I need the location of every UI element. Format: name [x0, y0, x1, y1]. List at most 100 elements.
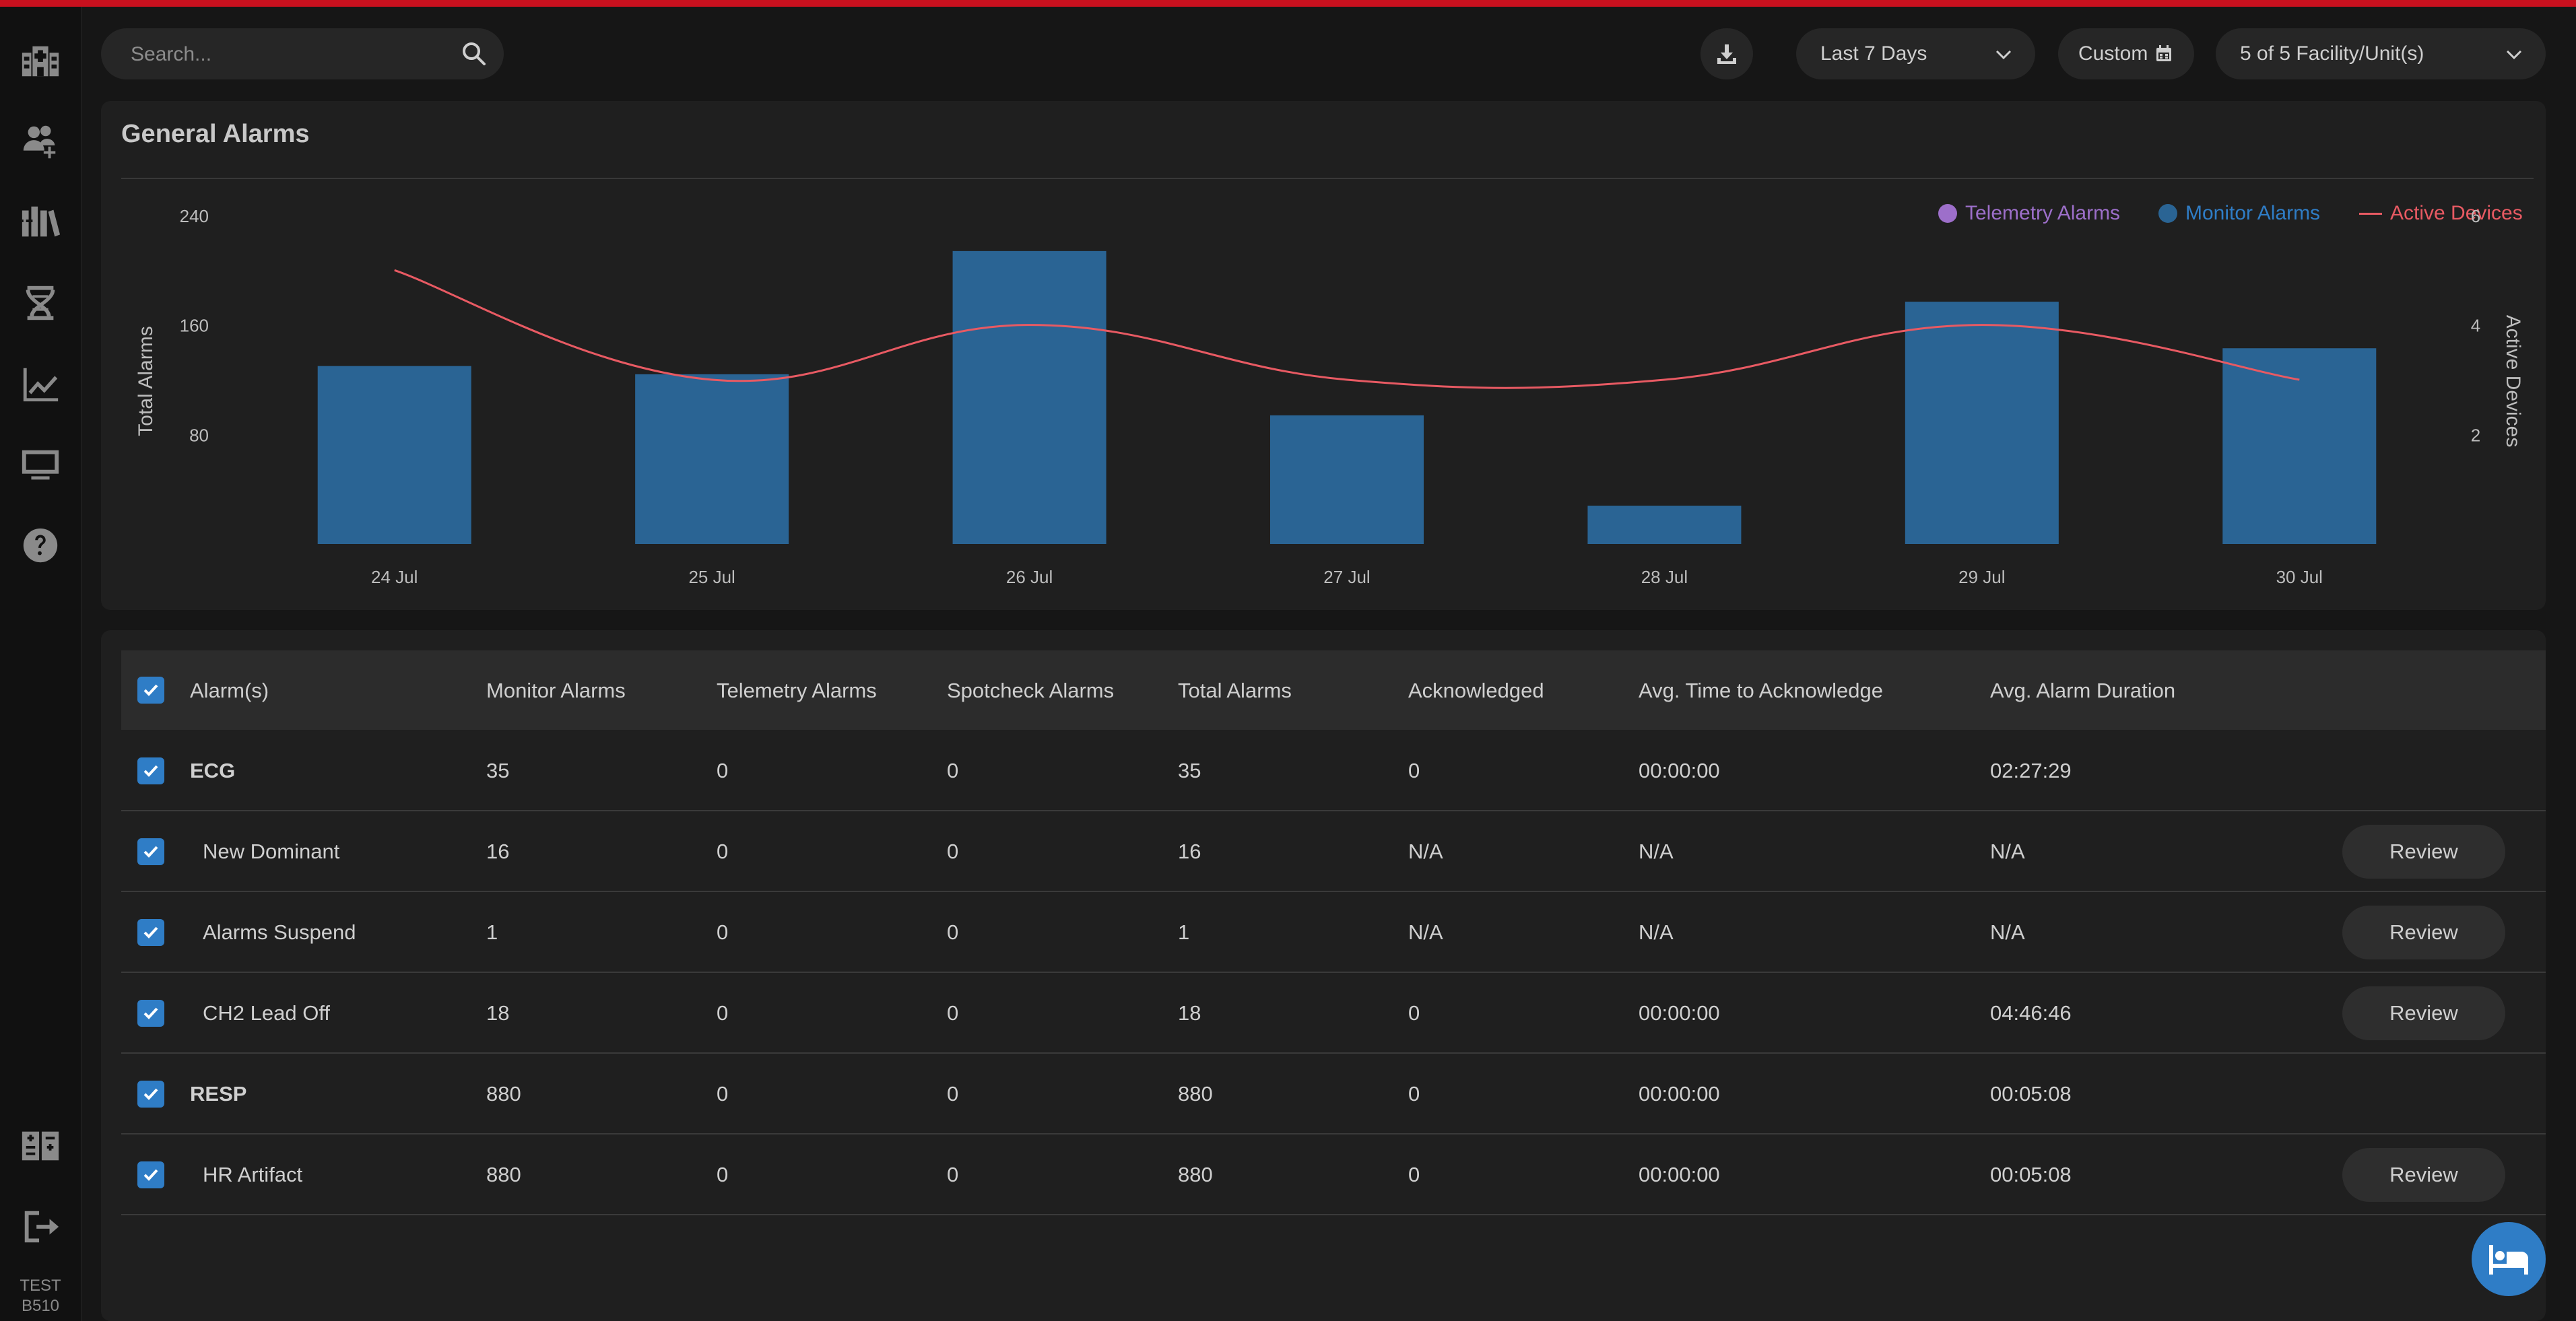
panel-title: General Alarms	[121, 120, 310, 148]
table-cell: 02:27:29	[1990, 759, 2072, 782]
logout-icon[interactable]	[18, 1205, 63, 1249]
table-cell: 0	[1408, 1163, 1420, 1186]
table-cell: 0	[717, 1082, 729, 1106]
books-icon[interactable]	[18, 200, 63, 244]
facility-dropdown[interactable]: 5 of 5 Facility/Unit(s)	[2216, 28, 2546, 79]
table-cell: 880	[486, 1082, 521, 1106]
alarm-name: RESP	[190, 1082, 247, 1106]
search-input[interactable]	[129, 38, 449, 71]
column-header[interactable]: Acknowledged	[1408, 679, 1544, 702]
review-button[interactable]: Review	[2342, 906, 2505, 959]
row-divider	[121, 810, 2546, 811]
tenant-label-line2: B510	[21, 1297, 60, 1315]
table-cell: 00:00:00	[1639, 1082, 1720, 1106]
add-user-icon[interactable]	[18, 119, 63, 164]
row-checkbox[interactable]	[137, 1000, 164, 1027]
table-cell: 0	[947, 840, 959, 863]
table-cell: 04:46:46	[1990, 1001, 2072, 1025]
alarm-name: HR Artifact	[203, 1163, 303, 1186]
table-cell: 0	[947, 1082, 959, 1106]
row-divider	[121, 1214, 2546, 1215]
dna-icon[interactable]	[18, 281, 63, 325]
chevron-down-icon	[1995, 50, 2012, 60]
search-icon[interactable]	[461, 40, 488, 67]
monitor-icon[interactable]	[18, 442, 63, 487]
table-cell: N/A	[1639, 840, 1674, 863]
table-header	[121, 650, 2546, 730]
table-cell: 35	[1178, 759, 1201, 782]
legend-monitor[interactable]: Monitor Alarms	[2158, 202, 2320, 225]
row-checkbox[interactable]	[137, 1081, 164, 1108]
top-accent-bar	[0, 0, 2576, 7]
monitor-legend-dot	[2158, 204, 2177, 223]
table-cell: 16	[486, 840, 510, 863]
select-all-checkbox[interactable]	[137, 677, 164, 704]
table-cell: 18	[486, 1001, 510, 1025]
table-cell: 0	[947, 1163, 959, 1186]
date-range-dropdown[interactable]: Last 7 Days	[1796, 28, 2035, 79]
custom-date-button[interactable]: Custom	[2058, 28, 2194, 79]
column-header[interactable]: Total Alarms	[1178, 679, 1292, 702]
table-cell: 00:00:00	[1639, 759, 1720, 782]
table-cell: N/A	[1408, 920, 1443, 944]
column-header[interactable]: Telemetry Alarms	[717, 679, 877, 702]
alarm-name: ECG	[190, 759, 236, 782]
alarms-table-panel	[101, 630, 2546, 1321]
table-cell: 880	[1178, 1163, 1213, 1186]
table-cell: 0	[717, 759, 729, 782]
panel-divider	[121, 178, 2534, 179]
review-button[interactable]: Review	[2342, 986, 2505, 1040]
column-header[interactable]: Avg. Alarm Duration	[1990, 679, 2176, 702]
column-header[interactable]: Avg. Time to Acknowledge	[1639, 679, 1884, 702]
telemetry-legend-label: Telemetry Alarms	[1965, 202, 2121, 224]
row-checkbox[interactable]	[137, 919, 164, 946]
hospital-icon[interactable]	[18, 38, 63, 83]
facility-icon[interactable]	[18, 1124, 63, 1168]
table-cell: 1	[1178, 920, 1190, 944]
row-checkbox[interactable]	[137, 1161, 164, 1188]
table-cell: N/A	[1990, 920, 2025, 944]
table-cell: 1	[486, 920, 498, 944]
table-cell: 0	[1408, 759, 1420, 782]
column-header[interactable]: Monitor Alarms	[486, 679, 626, 702]
active-legend-label: Active Devices	[2390, 202, 2523, 224]
table-cell: N/A	[1639, 920, 1674, 944]
review-button[interactable]: Review	[2342, 1148, 2505, 1202]
table-cell: 16	[1178, 840, 1201, 863]
table-cell: 0	[1408, 1001, 1420, 1025]
review-button[interactable]: Review	[2342, 825, 2505, 879]
table-cell: 880	[486, 1163, 521, 1186]
table-cell: 0	[717, 1001, 729, 1025]
table-cell: 00:05:08	[1990, 1163, 2072, 1186]
bed-icon	[2489, 1245, 2528, 1275]
row-checkbox[interactable]	[137, 757, 164, 784]
bed-view-button[interactable]	[2472, 1222, 2546, 1296]
tenant-label-line1: TEST	[20, 1277, 61, 1295]
row-checkbox[interactable]	[137, 838, 164, 865]
table-cell: 0	[1408, 1082, 1420, 1106]
row-divider	[121, 1052, 2546, 1054]
download-icon	[1717, 44, 1736, 64]
search-box	[101, 28, 504, 79]
date-range-label: Last 7 Days	[1820, 42, 1927, 65]
column-header[interactable]: Spotcheck Alarms	[947, 679, 1115, 702]
sidebar: TEST B510	[0, 7, 82, 1321]
table-cell: 0	[717, 1163, 729, 1186]
chevron-down-icon	[2506, 50, 2522, 60]
column-header[interactable]: Alarm(s)	[190, 679, 269, 702]
table-cell: 0	[717, 920, 729, 944]
table-cell: 0	[947, 920, 959, 944]
table-cell: 00:00:00	[1639, 1001, 1720, 1025]
table-cell: 0	[947, 759, 959, 782]
alarm-name: Alarms Suspend	[203, 920, 356, 944]
active-legend-line	[2359, 212, 2382, 215]
trend-chart-icon[interactable]	[18, 362, 63, 406]
general-alarms-panel: General Alarms	[101, 101, 2546, 610]
table-cell: 00:05:08	[1990, 1082, 2072, 1106]
legend-active-devices[interactable]: Active Devices	[2359, 202, 2523, 225]
legend-telemetry[interactable]: Telemetry Alarms	[1938, 202, 2120, 225]
table-cell: 0	[717, 840, 729, 863]
alarm-name: New Dominant	[203, 840, 340, 863]
help-icon[interactable]	[18, 523, 63, 568]
download-button[interactable]	[1700, 28, 1753, 79]
